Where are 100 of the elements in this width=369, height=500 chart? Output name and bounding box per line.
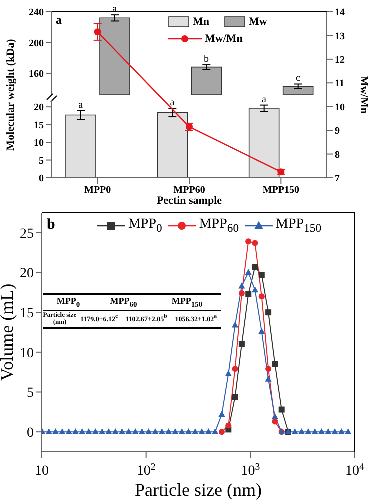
y-tick-label: 20: [20, 266, 34, 282]
y-tick-label: 0: [39, 174, 44, 185]
x-tick-label: MPP60: [174, 185, 206, 196]
legend-label: Mw: [249, 16, 268, 28]
point: [152, 428, 159, 434]
legend-label: MPP$_{0}$: [128, 217, 162, 235]
point: [158, 428, 166, 434]
point: [118, 428, 126, 434]
chart-title: a: [56, 13, 62, 27]
y-tick-label: 200: [29, 38, 44, 50]
point: [205, 428, 212, 434]
point: [318, 428, 326, 434]
annotation: c: [296, 73, 301, 84]
point: [345, 428, 352, 434]
y-tick-label: 20: [34, 102, 44, 114]
point: [252, 264, 258, 270]
y-tick-label: 240: [29, 8, 44, 19]
x-axis-title: Pectin sample: [156, 195, 222, 207]
point: [272, 413, 278, 420]
y-tick-label: 160: [29, 69, 44, 80]
point: [266, 310, 272, 316]
point: [92, 428, 99, 434]
y2-tick-label: 8: [335, 150, 340, 161]
y2-tick-label: 11: [335, 78, 344, 90]
point: [166, 428, 172, 434]
point: [258, 272, 265, 278]
point: [338, 428, 345, 434]
y2-tick-label: 12: [335, 54, 345, 66]
y2-axis-title: Mw/Mn: [358, 76, 369, 114]
legend-label: Mn: [193, 16, 210, 28]
y-tick-label: 0: [27, 426, 34, 442]
y2-tick-label: 13: [335, 31, 345, 42]
point: [305, 428, 312, 434]
point: [79, 428, 86, 434]
point: [238, 341, 245, 348]
point: [232, 322, 239, 328]
point: [126, 428, 132, 434]
bar: [66, 114, 96, 178]
y-axis-title: Volume (mL): [0, 284, 17, 382]
point: [59, 428, 66, 434]
point: [258, 328, 266, 334]
point: [192, 428, 199, 434]
legend-label: Mw/Mn: [205, 33, 243, 45]
x-tick-label: MPP150: [262, 185, 300, 196]
x-axis-title: Particle size (nm): [135, 480, 262, 500]
point: [66, 428, 72, 434]
point: [46, 428, 52, 434]
bar: [157, 112, 188, 178]
point: [312, 428, 318, 434]
point: [245, 269, 252, 276]
point: [86, 428, 92, 434]
point: [252, 286, 259, 293]
point: [232, 366, 238, 372]
point: [146, 428, 152, 434]
point: [112, 428, 119, 434]
y-tick-label: 25: [20, 226, 34, 242]
legend-label: MPP$_{150}$: [276, 217, 322, 235]
chart-title: b: [47, 217, 56, 233]
y-tick-label: 15: [34, 120, 44, 132]
point: [332, 428, 338, 434]
point: [138, 428, 146, 434]
x-tick-label: MPP0: [84, 185, 112, 196]
point: [225, 370, 232, 376]
point: [246, 238, 252, 245]
point: [72, 428, 80, 434]
point: [178, 428, 186, 434]
annotation: MPP$_{0}$: [56, 295, 82, 310]
point: [232, 394, 238, 400]
point: [212, 428, 219, 434]
point: [106, 428, 112, 434]
point: [185, 428, 192, 434]
point: [265, 376, 272, 382]
y-tick-label: 10: [20, 346, 34, 362]
point: [238, 290, 245, 296]
y-tick-label: 15: [20, 306, 34, 322]
point: [298, 428, 306, 434]
point: [52, 428, 60, 434]
point: [99, 428, 106, 434]
x-tick-label: 10$^{3}$: [241, 462, 260, 479]
x-tick-label: 10$^{2}$: [136, 462, 156, 479]
y-tick-label: 10: [34, 138, 44, 150]
annotation: a: [78, 100, 84, 111]
bar: [248, 108, 280, 178]
point: [219, 429, 225, 436]
y2-tick-label: 10: [335, 102, 345, 114]
annotation: MPP$_{60}$: [109, 295, 138, 310]
y-tick-label: 5: [39, 156, 44, 167]
y2-tick-label: 14: [335, 8, 345, 19]
point: [172, 428, 179, 434]
point: [258, 294, 265, 300]
y-axis-title: Molecular weight (kDa): [5, 38, 17, 151]
point: [94, 28, 102, 36]
annotation: b: [204, 54, 209, 66]
point: [246, 291, 252, 298]
point: [325, 428, 332, 434]
x-tick-label: 10$^{4}$: [346, 462, 365, 479]
point: [132, 428, 139, 434]
point: [226, 422, 232, 429]
annotation: a: [262, 94, 267, 106]
point: [198, 428, 206, 434]
